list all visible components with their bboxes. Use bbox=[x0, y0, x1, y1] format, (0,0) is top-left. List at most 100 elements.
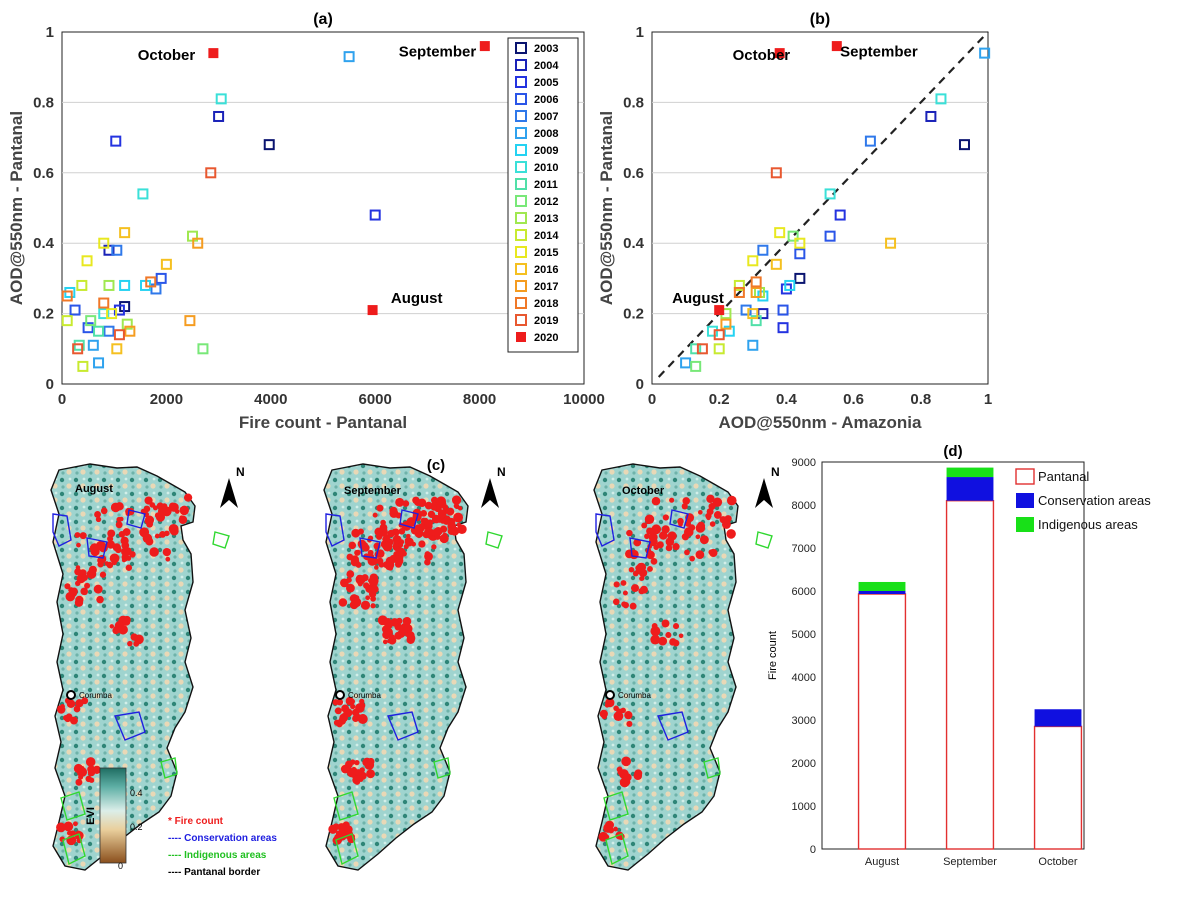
fire-point bbox=[384, 627, 393, 637]
point-2010 bbox=[137, 188, 149, 200]
fire-point bbox=[650, 626, 661, 637]
point-2020 bbox=[831, 41, 842, 52]
fire-point bbox=[621, 756, 631, 767]
fire-point bbox=[658, 636, 668, 646]
legend-marker bbox=[515, 297, 527, 309]
legend-marker bbox=[515, 161, 527, 173]
protected-areas bbox=[325, 509, 503, 866]
fire-point bbox=[106, 540, 116, 549]
y-tick-label: 0 bbox=[810, 844, 816, 856]
fire-point bbox=[355, 561, 362, 568]
point-2012 bbox=[690, 360, 702, 372]
bar-october-conservation-areas bbox=[1034, 709, 1082, 727]
fire-point bbox=[706, 515, 711, 521]
point-2005 bbox=[834, 209, 846, 221]
legend-entry: 2013 bbox=[534, 213, 558, 225]
fire-point bbox=[665, 631, 672, 639]
fire-point bbox=[650, 634, 661, 645]
fire-point bbox=[434, 533, 441, 540]
point-2004 bbox=[757, 308, 769, 320]
fire-point bbox=[372, 512, 378, 518]
point-2019 bbox=[770, 167, 782, 179]
y-tick-label: 0.6 bbox=[623, 165, 644, 182]
point-2014 bbox=[61, 315, 73, 327]
legend-entry: 2007 bbox=[534, 111, 558, 123]
point-2004 bbox=[925, 110, 937, 122]
fire-point bbox=[420, 509, 428, 517]
fire-point bbox=[115, 521, 123, 529]
point-2010 bbox=[215, 93, 227, 105]
legend-marker bbox=[1016, 517, 1034, 532]
legend-fire: * Fire count bbox=[168, 816, 224, 827]
point-2020 bbox=[714, 305, 725, 316]
fire-point bbox=[354, 759, 360, 766]
fire-point bbox=[74, 598, 84, 607]
point-2003 bbox=[958, 139, 970, 151]
legend-marker bbox=[1016, 493, 1034, 508]
fire-point bbox=[183, 493, 193, 502]
fire-point bbox=[403, 543, 409, 550]
one-to-one-line bbox=[657, 31, 989, 378]
point-2015 bbox=[106, 308, 118, 320]
fire-point bbox=[633, 771, 643, 780]
annotation-label: October bbox=[138, 47, 196, 64]
point-2018 bbox=[750, 276, 762, 288]
legend: Pantanal Conservation areas Indigenous are… bbox=[1015, 468, 1151, 532]
protected-areas bbox=[52, 509, 230, 866]
fire-point bbox=[96, 595, 104, 604]
legend-marker bbox=[515, 76, 527, 88]
fire-point bbox=[357, 528, 364, 535]
fire-point bbox=[450, 526, 460, 536]
point-2019 bbox=[113, 329, 125, 341]
fire-point bbox=[442, 504, 449, 511]
fire-point bbox=[340, 578, 349, 588]
fire-point bbox=[338, 598, 348, 607]
legend-marker bbox=[515, 110, 527, 122]
fire-point bbox=[129, 551, 136, 558]
fire-point bbox=[695, 534, 701, 540]
fire-point bbox=[442, 532, 448, 538]
fire-point bbox=[109, 553, 120, 564]
fire-point bbox=[633, 538, 642, 547]
legend-marker bbox=[515, 195, 527, 207]
fire-point bbox=[87, 768, 96, 777]
fire-point bbox=[64, 583, 71, 590]
legend-entry: 2017 bbox=[534, 281, 558, 293]
fire-point bbox=[626, 529, 633, 537]
fire-point bbox=[631, 585, 637, 591]
fire-point bbox=[640, 571, 646, 577]
panel-title: (c) bbox=[427, 457, 445, 474]
y-tick-labels: 0 0.2 0.4 0.6 0.8 1 bbox=[33, 24, 55, 393]
fire-point bbox=[340, 764, 350, 774]
legend-marker bbox=[515, 212, 527, 224]
fire-point bbox=[168, 502, 177, 510]
point-2014 bbox=[76, 279, 88, 291]
point-2008 bbox=[979, 47, 991, 59]
fire-point bbox=[337, 823, 346, 832]
point-2015 bbox=[794, 237, 806, 249]
fire-point bbox=[708, 502, 716, 511]
fire-point bbox=[681, 533, 690, 541]
annotation-label: September bbox=[399, 44, 477, 61]
fire-point bbox=[81, 574, 89, 582]
fire-point bbox=[100, 507, 108, 515]
fire-point bbox=[66, 830, 72, 836]
point-2006 bbox=[824, 230, 836, 242]
fire-point bbox=[406, 517, 417, 528]
point-2012 bbox=[85, 315, 97, 327]
fire-point bbox=[63, 821, 74, 832]
x-tick-label: October bbox=[1038, 856, 1077, 868]
fire-point bbox=[334, 707, 342, 715]
fire-point bbox=[79, 532, 87, 540]
legend-marker bbox=[515, 144, 527, 156]
fire-point bbox=[144, 496, 153, 505]
fire-point bbox=[699, 535, 709, 545]
fire-point bbox=[672, 543, 680, 551]
point-2006 bbox=[155, 272, 167, 284]
point-2003 bbox=[794, 272, 806, 284]
fire-point bbox=[624, 779, 631, 785]
fire-point bbox=[628, 566, 635, 573]
fire-point bbox=[374, 565, 379, 570]
fire-point bbox=[178, 515, 188, 525]
fire-point bbox=[127, 640, 133, 647]
